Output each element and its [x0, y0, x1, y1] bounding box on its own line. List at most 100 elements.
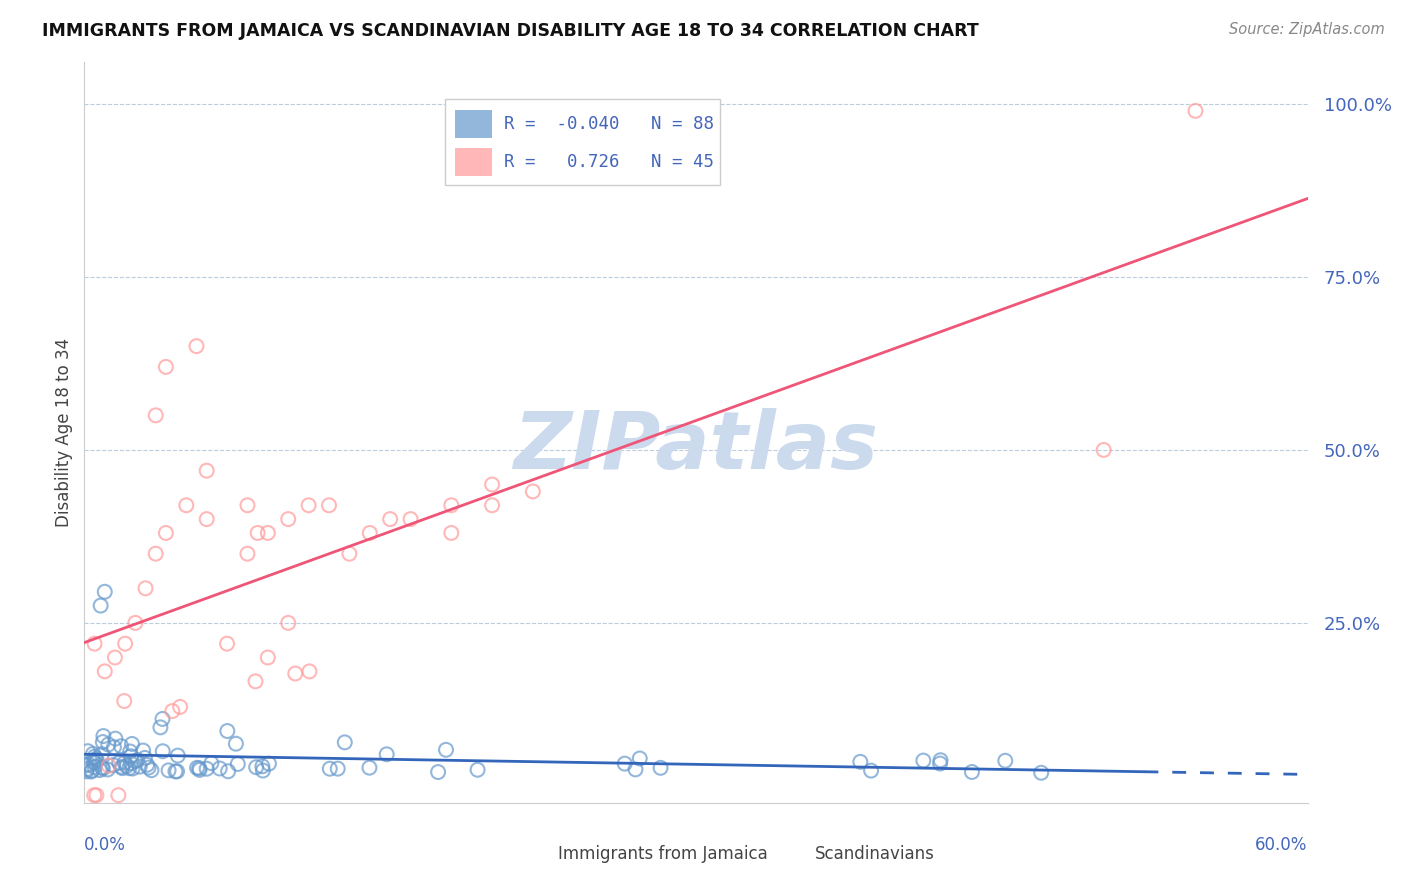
Point	[79, 757, 101, 772]
Point	[217, 724, 239, 739]
Point	[103, 740, 125, 755]
Point	[112, 694, 135, 708]
Point	[91, 735, 114, 749]
Point	[114, 637, 136, 651]
Point	[83, 788, 105, 802]
Point	[104, 650, 127, 665]
Point	[115, 759, 138, 773]
Text: Immigrants from Jamaica: Immigrants from Jamaica	[558, 845, 768, 863]
Point	[83, 637, 105, 651]
Point	[339, 547, 361, 561]
Point	[246, 525, 269, 540]
Text: Scandinavians: Scandinavians	[814, 845, 935, 863]
Point	[75, 758, 97, 772]
Point	[467, 763, 489, 777]
Point	[186, 761, 208, 775]
Point	[111, 761, 134, 775]
Point	[277, 512, 299, 526]
Point	[380, 512, 402, 526]
Point	[236, 498, 259, 512]
Point	[359, 761, 381, 775]
Point	[245, 760, 267, 774]
Point	[155, 525, 177, 540]
Point	[127, 753, 149, 767]
Point	[97, 738, 120, 752]
Point	[217, 764, 239, 779]
Point	[82, 747, 104, 761]
Point	[195, 464, 218, 478]
Point	[76, 762, 98, 776]
Bar	[524, 844, 551, 864]
Point	[860, 764, 883, 778]
Text: R =   0.726   N = 45: R = 0.726 N = 45	[503, 153, 714, 170]
Point	[145, 409, 167, 423]
Point	[257, 650, 280, 665]
Point	[929, 753, 952, 767]
Point	[188, 763, 211, 777]
Point	[628, 751, 651, 765]
Point	[217, 637, 239, 651]
Point	[912, 754, 935, 768]
Point	[1092, 442, 1115, 457]
Point	[86, 788, 108, 802]
Point	[91, 760, 114, 774]
Point	[128, 759, 150, 773]
Point	[83, 760, 105, 774]
Point	[994, 754, 1017, 768]
Point	[136, 757, 159, 772]
Point	[326, 762, 349, 776]
Text: Source: ZipAtlas.com: Source: ZipAtlas.com	[1229, 22, 1385, 37]
Point	[375, 747, 398, 762]
Point	[118, 761, 141, 775]
Point	[522, 484, 544, 499]
Point	[298, 665, 321, 679]
Point	[135, 582, 157, 596]
Point	[97, 758, 120, 772]
Point	[1031, 765, 1053, 780]
Point	[141, 763, 163, 777]
Point	[111, 760, 134, 774]
Point	[120, 749, 142, 764]
Point	[138, 761, 160, 775]
Point	[613, 756, 636, 771]
Point	[257, 756, 280, 771]
Point	[427, 765, 450, 780]
Point	[195, 762, 218, 776]
Point	[124, 615, 146, 630]
Text: R =  -0.040   N = 88: R = -0.040 N = 88	[503, 115, 714, 133]
Point	[152, 712, 174, 726]
Point	[359, 525, 381, 540]
Point	[132, 743, 155, 757]
Point	[166, 748, 188, 763]
Point	[226, 756, 249, 771]
Point	[83, 755, 105, 769]
Point	[83, 749, 105, 764]
Point	[440, 498, 463, 512]
Point	[134, 751, 156, 765]
Point	[120, 744, 142, 758]
Point	[257, 525, 280, 540]
Point	[121, 762, 143, 776]
Point	[155, 359, 177, 374]
Point	[124, 754, 146, 768]
Point	[318, 498, 340, 512]
Point	[245, 674, 267, 689]
Point	[114, 756, 136, 770]
Point	[195, 512, 218, 526]
Point	[650, 761, 672, 775]
Point	[174, 498, 197, 512]
Point	[849, 755, 872, 769]
Point	[277, 615, 299, 630]
Point	[120, 756, 142, 771]
Point	[80, 764, 103, 778]
Point	[166, 764, 188, 779]
Point	[93, 584, 115, 599]
Bar	[456, 110, 492, 138]
Point	[236, 547, 259, 561]
Point	[399, 512, 422, 526]
Point	[960, 764, 983, 779]
Point	[188, 761, 211, 775]
Point	[481, 477, 503, 491]
Point	[149, 720, 172, 734]
Text: 0.0%: 0.0%	[84, 836, 127, 855]
